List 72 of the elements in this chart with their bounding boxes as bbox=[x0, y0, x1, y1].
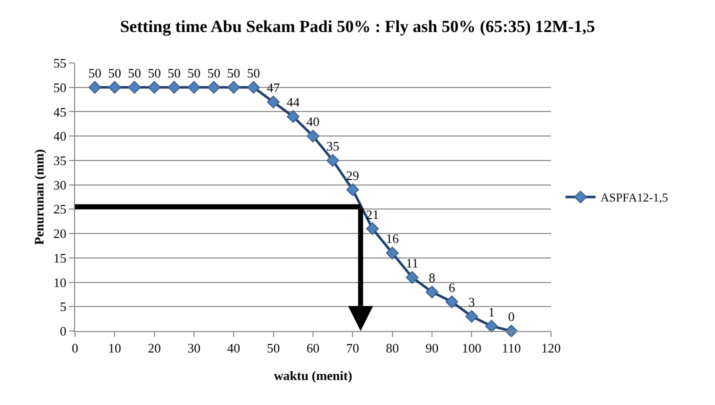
point bbox=[266, 96, 280, 108]
point bbox=[247, 81, 260, 94]
x-axis-title: waktu (menit) bbox=[274, 368, 352, 383]
data-label: 21 bbox=[366, 206, 379, 222]
point bbox=[128, 81, 141, 94]
data-label: 40 bbox=[306, 114, 320, 130]
data-label: 0 bbox=[508, 309, 515, 324]
data-label: 1 bbox=[488, 304, 495, 320]
y-axis-title: Penurunan (mm) bbox=[31, 149, 46, 245]
y-tick-label: 50 bbox=[53, 80, 66, 95]
x-tick-label: 10 bbox=[108, 340, 122, 356]
point bbox=[346, 183, 360, 196]
data-label: 50 bbox=[227, 65, 240, 80]
x-tick-label: 120 bbox=[541, 340, 561, 356]
chart-title: Setting time Abu Sekam Padi 50% : Fly ash 50% (65:35) 12M-1,5 bbox=[120, 17, 596, 36]
x-tick-label: 110 bbox=[502, 340, 521, 356]
y-tick-label: 40 bbox=[53, 128, 66, 144]
x-tick-label: 0 bbox=[72, 340, 78, 356]
y-tick-label: 15 bbox=[53, 250, 66, 266]
legend-label: ASPFA12-1,5 bbox=[600, 190, 668, 205]
data-label: 6 bbox=[448, 280, 456, 295]
x-tick-label: 30 bbox=[188, 340, 200, 356]
y-tick-label: 55 bbox=[53, 56, 66, 71]
y-tick-label: 0 bbox=[60, 324, 66, 339]
point bbox=[485, 320, 498, 332]
point bbox=[108, 81, 122, 94]
x-tick-label: 90 bbox=[426, 340, 438, 356]
data-label: 29 bbox=[346, 168, 360, 183]
y-tick-label: 10 bbox=[53, 274, 66, 290]
x-tick-label: 60 bbox=[306, 340, 320, 356]
point bbox=[406, 271, 419, 284]
point bbox=[426, 286, 438, 298]
data-label: 16 bbox=[386, 231, 400, 246]
point bbox=[306, 130, 320, 142]
point bbox=[326, 154, 340, 167]
point bbox=[386, 246, 399, 260]
y-tick-label: 45 bbox=[53, 104, 66, 120]
y-tick-label: 20 bbox=[53, 226, 66, 242]
data-label: 11 bbox=[406, 256, 418, 271]
point bbox=[286, 110, 300, 123]
data-label: 50 bbox=[148, 65, 161, 80]
data-label: 3 bbox=[468, 294, 475, 310]
data-label: 50 bbox=[247, 65, 260, 80]
data-label: 50 bbox=[168, 65, 181, 80]
point bbox=[188, 81, 200, 94]
data-label: 35 bbox=[326, 138, 340, 154]
x-tick-label: 50 bbox=[266, 340, 280, 356]
data-label: 44 bbox=[286, 94, 300, 110]
y-tick-label: 25 bbox=[53, 202, 66, 217]
x-tick-label: 40 bbox=[227, 340, 240, 356]
data-label: 50 bbox=[207, 65, 220, 80]
x-tick-label: 20 bbox=[148, 340, 161, 356]
data-label: 50 bbox=[128, 65, 141, 80]
x-tick-label: 100 bbox=[462, 340, 482, 356]
point bbox=[445, 295, 458, 308]
y-tick-label: 30 bbox=[53, 177, 66, 192]
data-label: 50 bbox=[188, 65, 200, 80]
x-tick-label: 70 bbox=[346, 340, 360, 356]
point bbox=[207, 81, 220, 94]
point bbox=[227, 81, 240, 94]
x-tick-label: 80 bbox=[386, 340, 399, 356]
y-tick-label: 35 bbox=[53, 153, 66, 168]
data-label: 50 bbox=[88, 65, 102, 80]
point bbox=[148, 81, 161, 94]
data-label: 50 bbox=[108, 65, 122, 80]
point bbox=[465, 310, 478, 323]
point bbox=[168, 81, 181, 94]
point bbox=[88, 81, 102, 94]
y-tick-label: 5 bbox=[60, 299, 66, 314]
data-label: 47 bbox=[266, 80, 280, 96]
data-label: 8 bbox=[428, 270, 436, 286]
point bbox=[366, 222, 379, 236]
